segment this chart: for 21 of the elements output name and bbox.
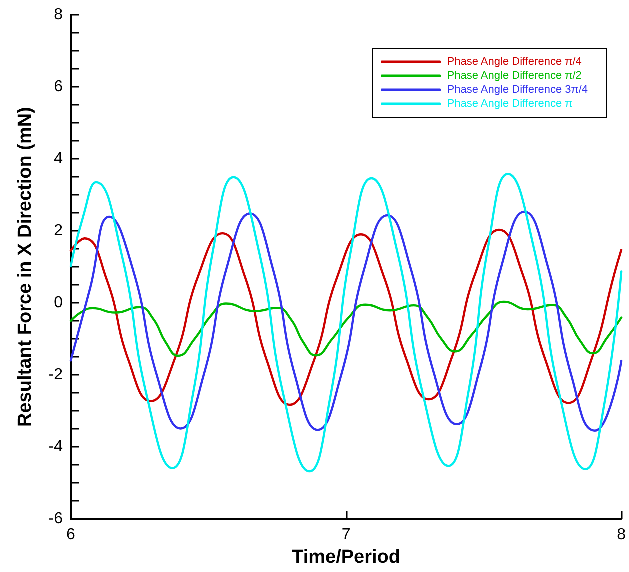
text: Phase Angle Difference π/2 bbox=[447, 70, 582, 82]
line-series bbox=[70, 228, 623, 406]
line-series bbox=[70, 210, 623, 432]
text: Phase Angle Difference 3π/4 bbox=[447, 84, 588, 96]
y-axis-title: Resultant Force in X Direction (mN) bbox=[15, 107, 36, 427]
x-tick-label: 7 bbox=[342, 526, 351, 544]
y-tick-label: -4 bbox=[48, 438, 64, 456]
y-tick-label: 4 bbox=[54, 150, 64, 168]
x-tick-label: 6 bbox=[66, 526, 76, 544]
text: Phase Angle Difference π/4 bbox=[447, 56, 582, 68]
x-axis-title: Time/Period bbox=[292, 547, 400, 568]
y-tick-label: -2 bbox=[48, 366, 64, 384]
y-tick-label: 2 bbox=[54, 222, 64, 240]
line-series bbox=[70, 300, 623, 358]
y-tick-label: -6 bbox=[48, 510, 64, 528]
text: Phase Angle Difference π bbox=[447, 98, 573, 110]
line-series bbox=[70, 173, 623, 473]
y-tick-label: 8 bbox=[54, 6, 64, 24]
x-tick-label: 8 bbox=[617, 526, 626, 544]
y-tick-label: 6 bbox=[54, 78, 64, 96]
y-tick-label: 0 bbox=[54, 294, 64, 312]
